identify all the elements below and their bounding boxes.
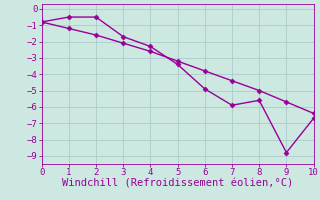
- X-axis label: Windchill (Refroidissement éolien,°C): Windchill (Refroidissement éolien,°C): [62, 179, 293, 189]
